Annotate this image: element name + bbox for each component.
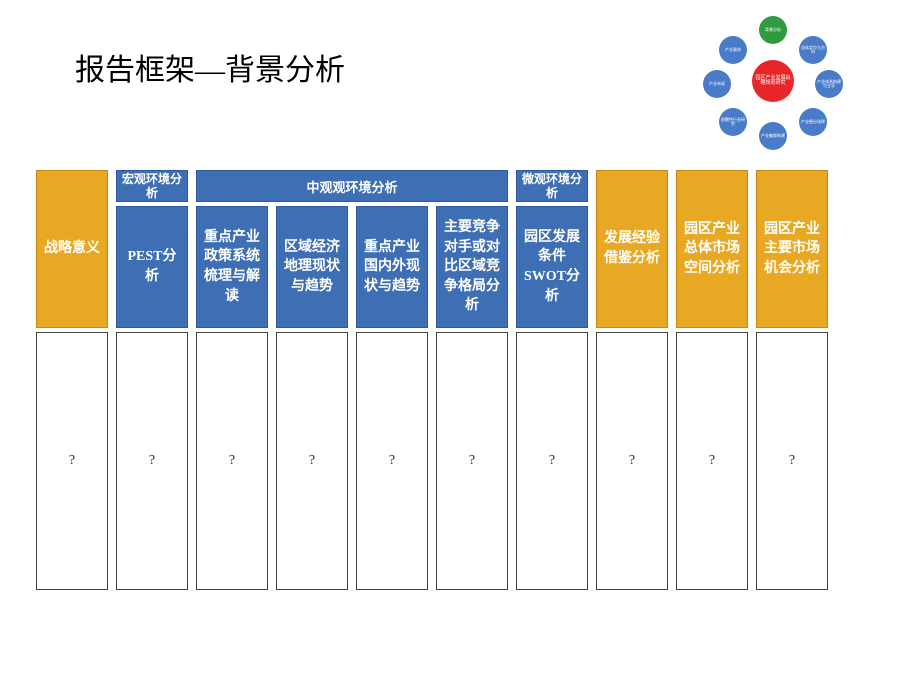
card: 战略意义 <box>36 170 108 328</box>
nav-node-4: 产业集群构建 <box>759 122 787 150</box>
placeholder-box: ? <box>436 332 508 590</box>
nav-node-0: 背景分析 <box>759 16 787 44</box>
placeholder-box: ? <box>596 332 668 590</box>
placeholder-box: ? <box>756 332 828 590</box>
column-1: 宏观环境分析 PEST分析? <box>116 170 188 590</box>
nav-center-node: 园区产业发展战略规划研究 <box>752 60 794 102</box>
placeholders-row: ???? <box>196 332 508 590</box>
column-0: 战略意义? <box>36 170 108 590</box>
nav-node-2: 产业体系构建与主导 <box>815 70 843 98</box>
placeholder-box: ? <box>36 332 108 590</box>
card: 园区发展条件SWOT分析 <box>516 206 588 328</box>
framework-grid: 战略意义?宏观环境分析PEST分析?中观观环境分析重点产业政策系统梳理与解读区域… <box>36 170 884 590</box>
column-2: 中观观环境分析重点产业政策系统梳理与解读区域经济地理现状与趋势重点产业国内外现状… <box>196 170 508 590</box>
placeholder-box: ? <box>276 332 348 590</box>
nav-diagram: 园区产业发展战略规划研究 背景分析总体定位与方向产业体系构建与主导产业细分选择产… <box>685 10 860 150</box>
column-4: 发展经验借鉴分析? <box>596 170 668 590</box>
mini-header: 微观环境分析 <box>516 170 588 202</box>
page-title: 报告框架—背景分析 <box>75 45 345 89</box>
placeholder-box: ? <box>116 332 188 590</box>
nav-node-1: 总体定位与方向 <box>799 36 827 64</box>
card: 发展经验借鉴分析 <box>596 170 668 328</box>
placeholder-box: ? <box>676 332 748 590</box>
nav-node-3: 产业细分选择 <box>799 108 827 136</box>
card: PEST分析 <box>116 206 188 328</box>
card: 重点产业政策系统梳理与解读 <box>196 206 268 328</box>
nav-node-7: 产业载体 <box>719 36 747 64</box>
placeholder-box: ? <box>516 332 588 590</box>
card: 区域经济地理现状与趋势 <box>276 206 348 328</box>
cards-row: 重点产业政策系统梳理与解读区域经济地理现状与趋势重点产业国内外现状与趋势主要竞争… <box>196 206 508 328</box>
card: 重点产业国内外现状与趋势 <box>356 206 428 328</box>
card: 园区产业主要市场机会分析 <box>756 170 828 328</box>
column-5: 园区产业总体市场空间分析? <box>676 170 748 590</box>
group-header: 中观观环境分析 <box>196 170 508 202</box>
placeholder-box: ? <box>196 332 268 590</box>
card: 园区产业总体市场空间分析 <box>676 170 748 328</box>
placeholder-box: ? <box>356 332 428 590</box>
nav-node-5: 前瞻性行业研究 <box>719 108 747 136</box>
column-3: 微观环境分析园区发展条件SWOT分析? <box>516 170 588 590</box>
mini-header: 宏观环境分析 <box>116 170 188 202</box>
column-6: 园区产业主要市场机会分析? <box>756 170 828 590</box>
nav-node-6: 产业布局 <box>703 70 731 98</box>
card: 主要竞争对手或对比区域竞争格局分析 <box>436 206 508 328</box>
